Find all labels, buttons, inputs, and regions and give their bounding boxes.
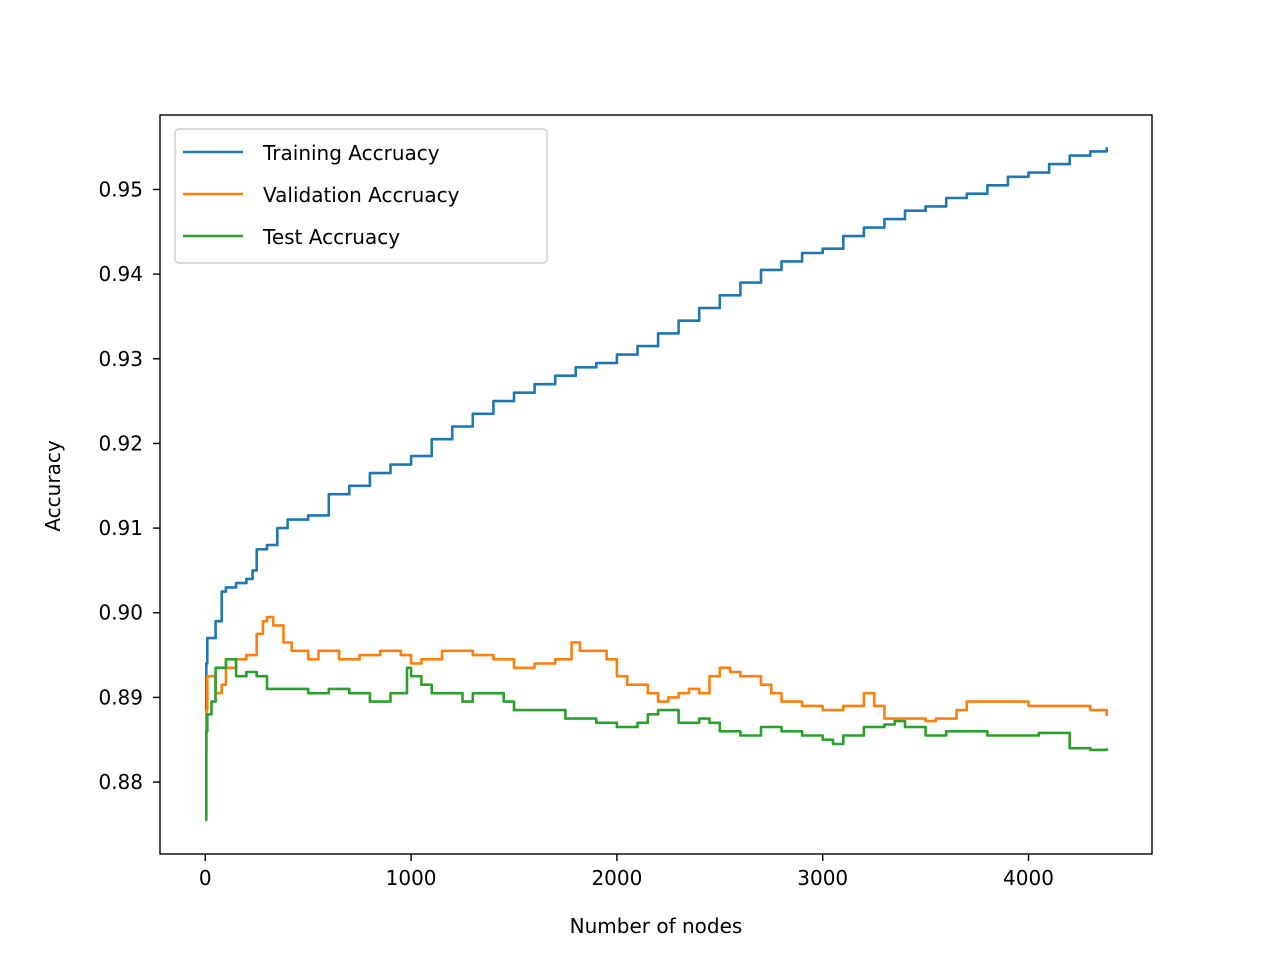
series-line-2 xyxy=(205,615,1108,813)
series-line-1 xyxy=(205,147,1108,754)
series-line-3 xyxy=(205,658,1108,822)
y-tick-label: 0.90 xyxy=(98,601,143,625)
legend: Training Accruacy Validation Accruacy Test… xyxy=(174,128,548,264)
y-tick-label: 0.88 xyxy=(98,770,143,794)
x-tick-label: 1000 xyxy=(386,866,437,890)
y-tick-label: 0.91 xyxy=(98,516,143,540)
y-tick-label: 0.89 xyxy=(98,685,143,709)
x-axis-label: Number of nodes xyxy=(570,914,743,938)
x-tick-label: 3000 xyxy=(797,866,848,890)
y-tick-label: 0.94 xyxy=(98,262,143,286)
y-axis-label: Accuracy xyxy=(41,440,65,531)
plot-frame xyxy=(159,114,1153,855)
axes: 0 1000 2000 3000 4000 0.88 0.89 0.90 0.91 0.92 0.9… xyxy=(98,114,1153,890)
x-tick-label: 0 xyxy=(199,866,212,890)
legend-label-3: Test Accruacy xyxy=(262,225,400,249)
y-tick-label: 0.92 xyxy=(98,431,143,455)
plot-area xyxy=(205,147,1108,822)
legend-label-2: Validation Accruacy xyxy=(263,183,460,207)
x-tick-label: 2000 xyxy=(591,866,642,890)
x-tick-label: 4000 xyxy=(1003,866,1054,890)
y-tick-label: 0.93 xyxy=(98,347,143,371)
y-tick-label: 0.95 xyxy=(98,177,143,201)
legend-label-1: Training Accruacy xyxy=(262,141,440,165)
legend-box xyxy=(174,128,548,264)
